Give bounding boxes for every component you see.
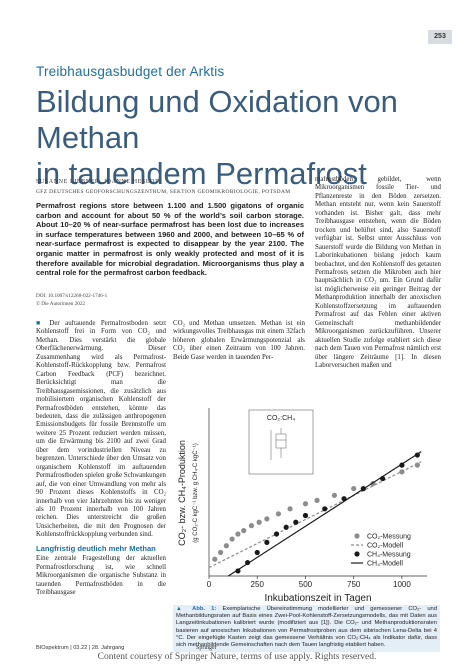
data-point [229,536,235,542]
heading: Langfristig deutlich mehr Methan [36,543,156,553]
model-line [208,461,422,569]
data-point [302,501,309,507]
paragraph: mafrostböden gebildet, wenn Mikroorganis… [315,176,441,369]
x-axis-label: Inkubationszeit in Tagen [264,593,371,604]
data-point [223,543,229,549]
footer-notice: Content courtesy of Springer Nature, ter… [0,652,474,662]
y-axis-sublabel: (g CO₂-C kgC⁻¹ bzw. g CH₄-C kgC⁻¹) [193,443,199,542]
inset-title: CO₂:CH₄ [267,415,295,422]
affiliation: GFZ DEUTSCHES GEOFORSCHUNGSZENTRUM, SEKT… [36,189,291,195]
y-axis-label: CO₂- bzw. CH₄-Produktion [177,440,187,546]
legend-symbol [354,551,360,557]
page-number: 253 [428,30,452,44]
legend-label: CH₄-Modell [367,561,403,568]
data-point [264,516,270,522]
paragraph: ■ Der auftauende Permafrostboden setzt K… [36,320,166,540]
authors: SUSANNE LIEBNER, JOANNE HESLOP [36,179,160,185]
column: CO₂ und Methan umsetzen. Methan ist ein … [173,320,305,392]
data-point [314,497,320,503]
data-point [287,506,293,512]
paragraph: CO₂ und Methan umsetzen. Methan ist ein … [173,320,305,361]
x-tick-label: 500 [299,580,313,589]
x-tick-label: 250 [251,580,265,589]
data-point [264,539,270,545]
text: Der auftauende Permafrostboden setzt Koh… [36,320,166,539]
data-point [275,511,282,517]
data-point [217,549,224,556]
data-point [254,549,260,556]
doi: DOI: 10.1007/s12268-022-1746-1 [36,293,108,299]
data-point [322,506,328,512]
data-point [241,528,247,534]
model-line [227,451,422,577]
inset-box [275,433,287,449]
figure-chart: CO₂- bzw. CH₄-Produktion (g CO₂-C kgC⁻¹ … [173,398,440,605]
data-point [273,531,280,537]
abstract: Permafrost regions store between 1.100 a… [36,201,304,278]
title: Bildung und Oxidation von Methan in taue… [36,84,456,192]
marker: ■ [36,320,44,327]
paragraph: Eine zentrale Fragestellung der aktuelle… [36,555,166,597]
legend-label: CO₂-Messung [367,534,411,541]
footer-journal: BIOspektrum | 03.22 | 28. Jahrgang [36,645,125,651]
footer-publisher: Springer [196,645,217,651]
title-line: in tauendem Permafrost [36,156,367,191]
data-point [235,531,241,537]
legend-label: CO₂-Modell [367,543,404,550]
data-point [256,519,262,525]
x-tick-label: 0 [207,580,212,589]
legend-label: CH₄-Messung [367,552,411,559]
data-point [283,524,289,530]
kicker: Treibhausgasbudget der Arktis [36,64,225,79]
data-point [293,519,299,525]
data-point [351,486,357,492]
x-tick-label: 1000 [393,580,411,589]
copyright: © Die Autorinnen 2022 [36,301,86,307]
column: mafrostböden gebildet, wenn Mikroorganis… [315,176,441,394]
caption-label: ▲ Abb. 1: [176,606,217,612]
column: ■ Der auftauende Permafrostboden setzt K… [36,320,166,652]
caption-text: Exemplarische Übereinstimmung modelliert… [176,606,437,649]
data-point [331,492,337,498]
x-tick-label: 750 [347,580,361,589]
legend-symbol [354,533,360,539]
caption: ▲ Abb. 1: Exemplarische Übereinstimmung … [173,605,440,658]
data-point [212,556,218,562]
data-point [248,523,255,529]
title-line: Bildung und Oxidation von Methan [36,84,398,155]
data-point [302,512,309,519]
